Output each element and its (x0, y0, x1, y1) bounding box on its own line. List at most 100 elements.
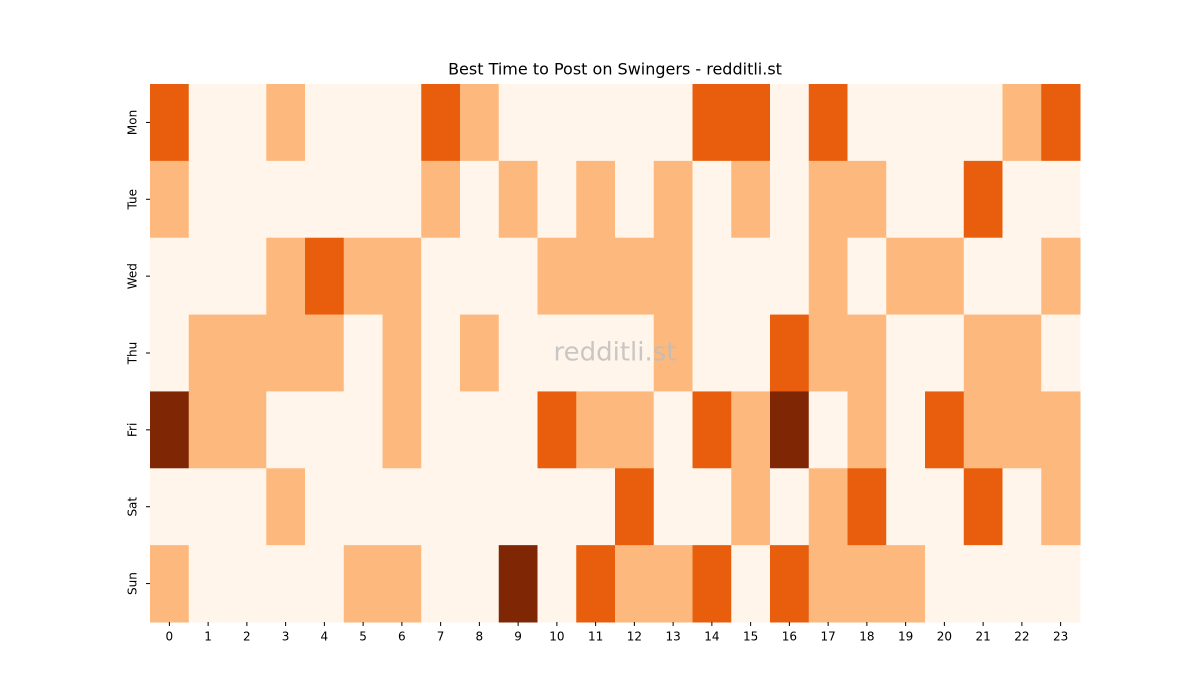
heatmap-cell (770, 314, 810, 392)
heatmap-cell (808, 468, 848, 546)
y-tick-label: Wed (126, 263, 140, 289)
heatmap-cell (770, 468, 810, 546)
heatmap-cell (653, 84, 693, 162)
heatmap-cell (537, 84, 577, 162)
heatmap-cell (1002, 391, 1042, 469)
heatmap-cell (305, 160, 345, 239)
heatmap-cell (692, 391, 732, 469)
heatmap-cell (305, 468, 345, 546)
heatmap-cell (925, 468, 965, 546)
heatmap-cell (227, 468, 267, 546)
x-tick-label: 3 (282, 630, 290, 644)
heatmap-cell (692, 545, 732, 623)
x-tick-label: 23 (1053, 630, 1068, 644)
heatmap-cell (150, 468, 190, 546)
heatmap-cell (847, 84, 887, 162)
x-tick-label: 12 (627, 630, 642, 644)
heatmap-cell (343, 391, 383, 469)
heatmap-cell (382, 84, 422, 162)
heatmap-cell (421, 237, 461, 316)
heatmap-cell (227, 84, 267, 162)
heatmap-cell (460, 391, 500, 469)
heatmap-cell (576, 468, 616, 546)
x-tick-label: 0 (166, 630, 174, 644)
heatmap-cell (847, 545, 887, 623)
heatmap-cell (343, 468, 383, 546)
heatmap-cell (615, 391, 655, 469)
heatmap-cell (460, 314, 500, 392)
heatmap-cell (847, 237, 887, 316)
heatmap-cell (382, 314, 422, 392)
heatmap-cell (847, 314, 887, 392)
heatmap-cell (770, 84, 810, 162)
heatmap-cell (421, 391, 461, 469)
x-tick-label: 2 (243, 630, 251, 644)
heatmap-cell (692, 84, 732, 162)
heatmap-cell (498, 391, 538, 469)
heatmap-cell (963, 468, 1003, 546)
heatmap-cell (382, 545, 422, 623)
heatmap-cell (150, 237, 190, 316)
heatmap-cell (808, 237, 848, 316)
heatmap-cell (421, 314, 461, 392)
y-tick-label: Mon (126, 110, 140, 135)
heatmap-cell (886, 84, 926, 162)
heatmap-cell (537, 237, 577, 316)
heatmap-cell (537, 545, 577, 623)
heatmap-cell (537, 468, 577, 546)
heatmap-cell (382, 391, 422, 469)
heatmap-cell (963, 314, 1003, 392)
heatmap-cell (731, 314, 771, 392)
heatmap-cell (770, 391, 810, 469)
heatmap-cell (227, 314, 267, 392)
heatmap-cell (305, 314, 345, 392)
heatmap-cell (498, 314, 538, 392)
y-tick-label: Sat (126, 497, 140, 517)
heatmap-cell (1041, 84, 1081, 162)
heatmap-cell (925, 84, 965, 162)
heatmap-cell (460, 545, 500, 623)
x-tick-label: 8 (476, 630, 484, 644)
heatmap-cells (150, 84, 1081, 623)
heatmap-cell (925, 391, 965, 469)
heatmap-cell (925, 237, 965, 316)
heatmap-cell (653, 160, 693, 239)
x-tick-label: 17 (820, 630, 835, 644)
heatmap-cell (1041, 545, 1081, 623)
heatmap-cell (460, 237, 500, 316)
heatmap-cell (847, 391, 887, 469)
heatmap-cell (1041, 314, 1081, 392)
x-tick-label: 18 (859, 630, 874, 644)
heatmap-cell (460, 84, 500, 162)
x-tick-label: 22 (1014, 630, 1029, 644)
heatmap-cell (188, 84, 228, 162)
heatmap-cell (266, 391, 306, 469)
y-tick-label: Tue (126, 189, 140, 211)
heatmap-cell (653, 314, 693, 392)
heatmap-cell (305, 545, 345, 623)
heatmap-cell (770, 237, 810, 316)
heatmap-cell (421, 545, 461, 623)
heatmap-cell (150, 545, 190, 623)
heatmap-cell (382, 237, 422, 316)
heatmap-cell (382, 468, 422, 546)
x-tick-label: 9 (514, 630, 522, 644)
heatmap-cell (576, 314, 616, 392)
heatmap-cell (498, 545, 538, 623)
heatmap-cell (421, 84, 461, 162)
heatmap-cell (576, 84, 616, 162)
x-tick-label: 1 (204, 630, 212, 644)
heatmap-cell (305, 84, 345, 162)
heatmap-cell (731, 391, 771, 469)
heatmap-cell (615, 237, 655, 316)
heatmap-cell (963, 160, 1003, 239)
y-tick-label: Thu (126, 342, 140, 366)
heatmap-cell (963, 391, 1003, 469)
heatmap-cell (615, 160, 655, 239)
heatmap-cell (808, 314, 848, 392)
x-tick-label: 15 (743, 630, 758, 644)
heatmap-cell (266, 314, 306, 392)
heatmap-cell (227, 391, 267, 469)
heatmap-cell (963, 237, 1003, 316)
